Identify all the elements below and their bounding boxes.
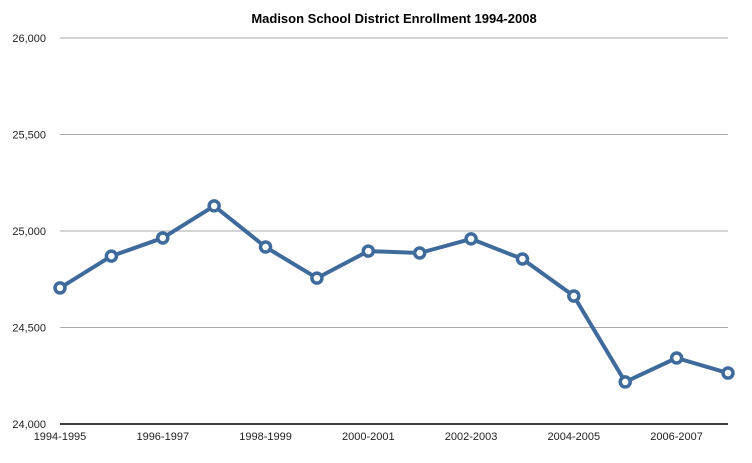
x-tick-label: 2000-2001 (342, 431, 395, 443)
data-point (53, 281, 67, 295)
y-tick-label: 26,000 (12, 33, 46, 45)
data-point (464, 232, 478, 246)
x-axis-ticks: 1994-1995 1996-1997 1998-1999 2000-2001 2002… (34, 431, 703, 443)
y-tick-label: 25,500 (12, 130, 46, 142)
data-point (567, 289, 581, 303)
data-point (412, 246, 427, 260)
series-layer (53, 199, 735, 389)
data-point (156, 231, 170, 245)
x-tick-label: 1998-1999 (239, 431, 292, 443)
data-point (669, 351, 684, 365)
data-point (361, 244, 376, 258)
y-tick-label: 24,000 (12, 419, 46, 431)
gridlines (60, 37, 728, 328)
data-point (618, 375, 632, 389)
series-line (58, 203, 730, 384)
data-point (207, 199, 221, 213)
data-point (721, 366, 735, 380)
y-tick-label: 24,500 (12, 323, 46, 335)
data-point (104, 249, 119, 263)
data-point (258, 240, 273, 254)
x-tick-label: 1994-1995 (34, 431, 87, 443)
x-tick-label: 1996-1997 (136, 431, 189, 443)
y-axis-ticks: 24,000 24,500 25,000 25,500 26,000 (12, 33, 46, 431)
data-point (515, 252, 530, 266)
x-tick-label: 2006-2007 (650, 431, 703, 443)
data-point (310, 271, 324, 285)
x-tick-label: 2004-2005 (548, 431, 601, 443)
chart-title: Madison School District Enrollment 1994-… (251, 11, 536, 26)
y-tick-label: 25,000 (12, 226, 46, 238)
x-tick-label: 2002-2003 (445, 431, 498, 443)
